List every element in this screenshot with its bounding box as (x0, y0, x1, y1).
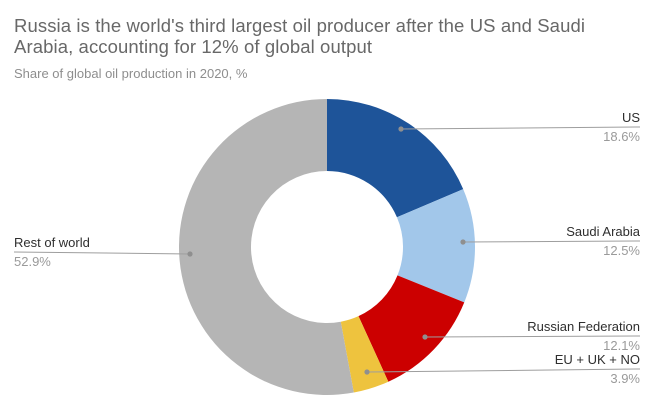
chart-title: Russia is the world's third largest oil … (14, 15, 586, 57)
callout-dot-saudi-arabia (460, 239, 466, 245)
callout-line-russian-federation (424, 335, 641, 338)
callout-rest-of-world: Rest of world 52.9% (14, 235, 90, 270)
slice-label-eu-uk-no: EU + UK + NO (554, 352, 640, 367)
callout-line-rest-of-world (13, 251, 191, 255)
slice-value-russian-federation: 12.1% (603, 338, 640, 353)
callout-line-saudi-arabia (462, 240, 641, 243)
slice-value-rest-of-world: 52.9% (14, 254, 51, 269)
callout-dot-us (398, 126, 404, 132)
callout-dot-rest-of-world (187, 251, 193, 257)
donut-slice-rest-of-world[interactable] (179, 99, 354, 395)
slice-label-russian-federation: Russian Federation (527, 319, 640, 334)
slice-label-saudi-arabia: Saudi Arabia (566, 224, 640, 239)
slice-value-saudi-arabia: 12.5% (603, 243, 640, 258)
slice-value-eu-uk-no: 3.9% (610, 371, 640, 386)
donut-slice-saudi-arabia[interactable] (396, 189, 475, 303)
slice-label-rest-of-world: Rest of world (14, 235, 90, 250)
callout-us: US 18.6% (603, 110, 640, 145)
donut-slice-eu-uk-no[interactable] (340, 316, 389, 393)
callout-eu-uk-no: EU + UK + NO 3.9% (555, 352, 640, 387)
callout-dot-russian-federation (422, 334, 428, 340)
callout-line-us (400, 126, 641, 130)
donut-slice-us[interactable] (327, 99, 464, 218)
callout-dot-eu-uk-no (364, 369, 370, 375)
callout-line-eu-uk-no (366, 368, 641, 373)
slice-value-us: 18.6% (603, 129, 640, 144)
callout-saudi-arabia: Saudi Arabia 12.5% (566, 224, 640, 259)
chart-subtitle: Share of global oil production in 2020, … (14, 66, 248, 81)
callout-russian-federation: Russian Federation 12.1% (527, 319, 640, 354)
slice-label-us: US (621, 110, 640, 125)
donut-slice-russian-federation[interactable] (358, 275, 465, 382)
